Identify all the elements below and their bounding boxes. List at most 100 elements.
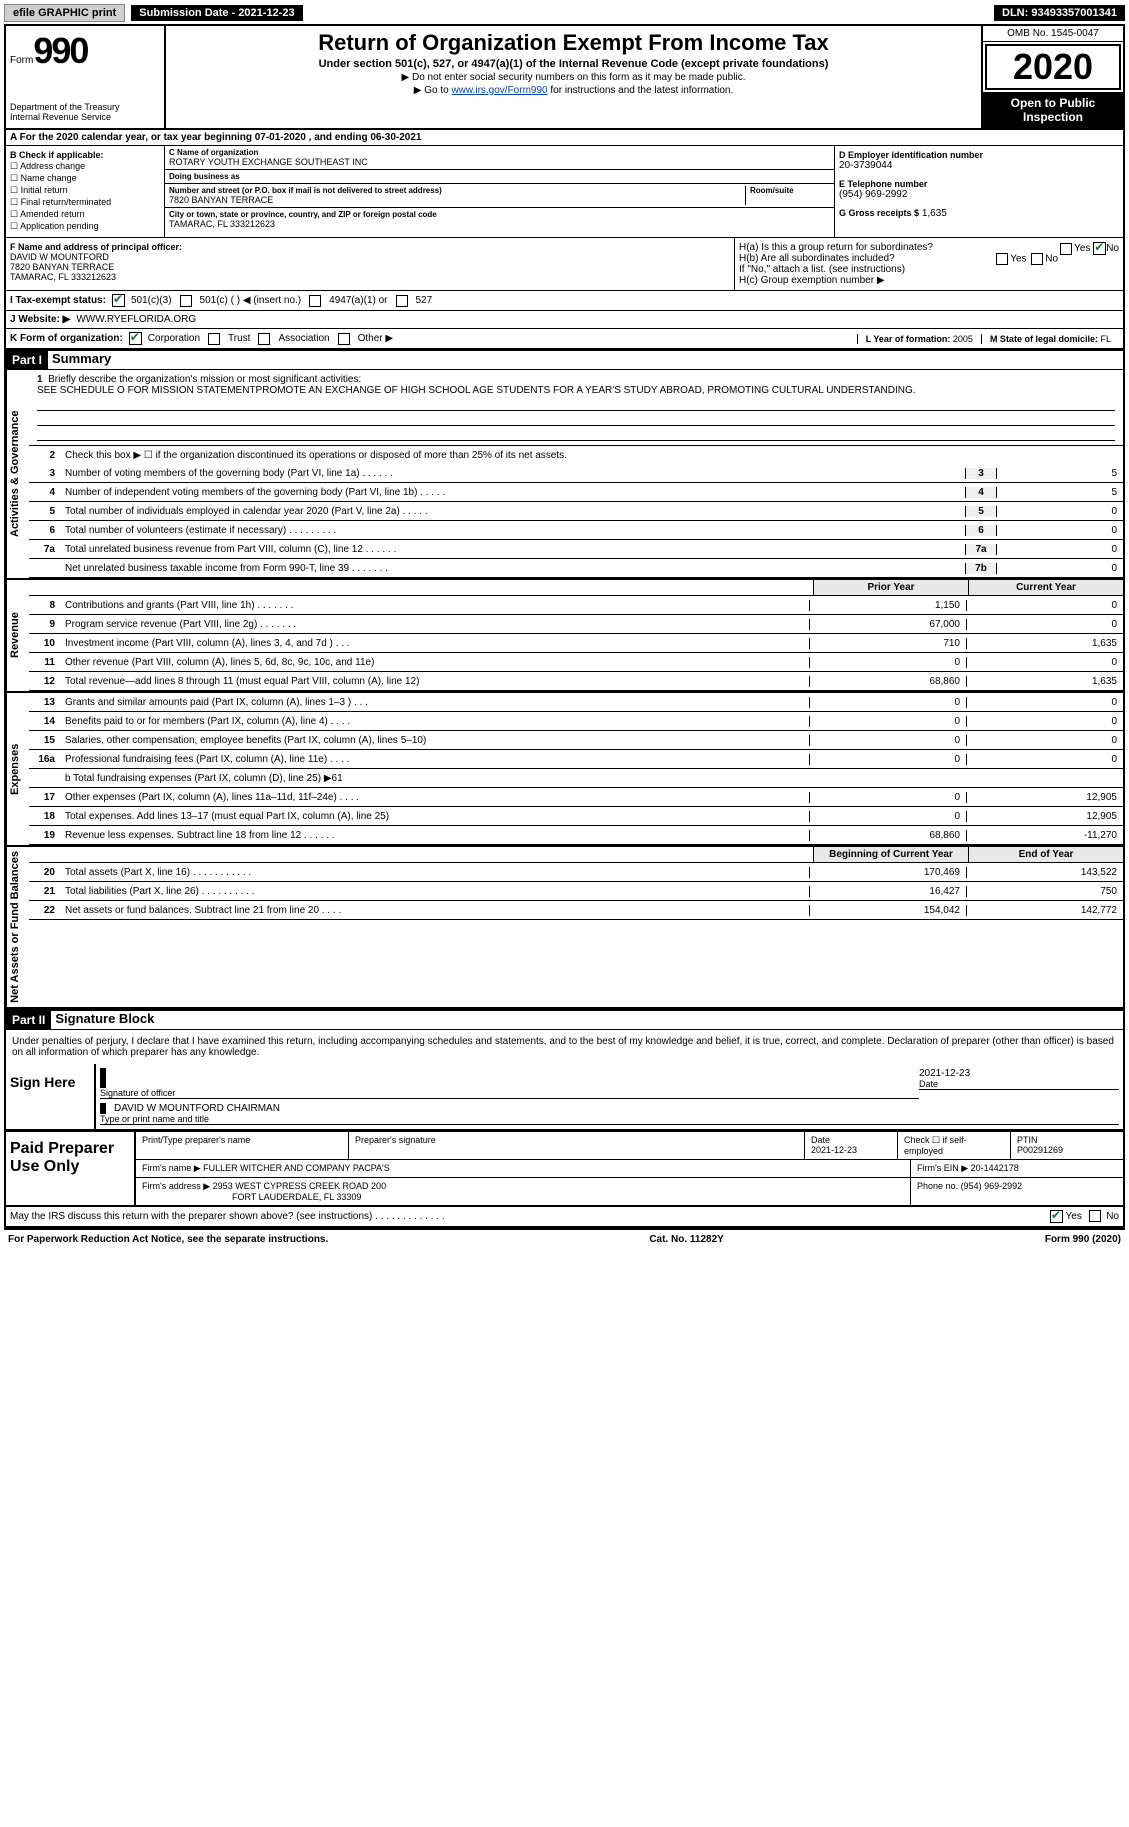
preparer-date: 2021-12-23 [811,1145,857,1155]
chk-amended[interactable]: ☐ Amended return [10,209,160,220]
hb-note: If "No," attach a list. (see instruction… [739,264,1119,275]
line2-text: Check this box ▶ ☐ if the organization d… [61,448,1123,463]
part1-header: Part I Summary [6,349,1123,370]
firm-addr-label: Firm's address ▶ [142,1181,210,1191]
mission-label: Briefly describe the organization's miss… [48,374,361,385]
sign-here-block: Sign Here Signature of officer 2021-12-2… [6,1064,1123,1130]
discuss-yes-box[interactable] [1050,1210,1063,1223]
ptin-label: PTIN [1017,1135,1038,1145]
efile-print-button[interactable]: efile GRAPHIC print [4,4,125,22]
sig-officer-label: Signature of officer [100,1088,175,1098]
omb-year-block: OMB No. 1545-0047 2020 Open to Public In… [981,26,1123,128]
prior-year-header: Prior Year [813,580,968,595]
entity-info-block: B Check if applicable: ☐ Address change … [6,146,1123,238]
table-row: 15Salaries, other compensation, employee… [29,731,1123,750]
org-name-label: C Name of organization [169,148,830,157]
chk-assoc[interactable] [258,333,270,345]
sig-date: 2021-12-23 [919,1068,1119,1079]
ha-no-box[interactable] [1093,242,1106,255]
line-16b: b Total fundraising expenses (Part IX, c… [29,769,1123,788]
chk-final-return[interactable]: ☐ Final return/terminated [10,197,160,208]
firm-name: FULLER WITCHER AND COMPANY PACPA'S [203,1163,390,1173]
chk-app-pending[interactable]: ☐ Application pending [10,221,160,232]
officer-addr2: TAMARAC, FL 333212623 [10,272,730,282]
form-title: Return of Organization Exempt From Incom… [174,30,973,56]
domicile-label: M State of legal domicile: [990,334,1098,344]
form-title-block: Return of Organization Exempt From Incom… [166,26,981,128]
box-c: C Name of organization ROTARY YOUTH EXCH… [165,146,834,237]
chk-527[interactable] [396,295,408,307]
current-year-header: Current Year [968,580,1123,595]
side-expenses: Expenses [6,693,29,845]
table-row: 6Total number of volunteers (estimate if… [29,521,1123,540]
gross-value: 1,635 [922,208,947,219]
box-h: H(a) Is this a group return for subordin… [735,238,1123,290]
box-k: K Form of organization: Corporation Trus… [6,329,1123,349]
table-row: 14Benefits paid to or for members (Part … [29,712,1123,731]
chk-4947[interactable] [309,295,321,307]
side-governance: Activities & Governance [6,370,29,578]
org-name: ROTARY YOUTH EXCHANGE SOUTHEAST INC [169,157,830,167]
officer-printed-name: DAVID W MOUNTFORD CHAIRMAN [114,1103,1119,1114]
side-revenue: Revenue [6,580,29,691]
net-header: Beginning of Current Year End of Year [29,847,1123,863]
part1-tag: Part I [6,351,48,369]
chk-address-change[interactable]: ☐ Address change [10,161,160,172]
chk-initial-return[interactable]: ☐ Initial return [10,185,160,196]
table-row: 9Program service revenue (Part VIII, lin… [29,615,1123,634]
period-text: For the 2020 calendar year, or tax year … [20,132,422,143]
hc-label: H(c) Group exemption number ▶ [739,275,1119,286]
chk-other[interactable] [338,333,350,345]
year-formation-label: L Year of formation: [866,334,951,344]
submission-date: Submission Date - 2021-12-23 [131,5,302,21]
website-value: WWW.RYEFLORIDA.ORG [76,314,196,325]
chk-corp[interactable] [129,332,142,345]
irs-link[interactable]: www.irs.gov/Form990 [451,85,547,96]
self-employed-check[interactable]: Check ☐ if self-employed [898,1132,1011,1159]
tax-year: 2020 [985,44,1121,90]
net-assets-section: Net Assets or Fund Balances Beginning of… [6,847,1123,1009]
table-row: 8Contributions and grants (Part VIII, li… [29,596,1123,615]
table-row: 17Other expenses (Part IX, column (A), l… [29,788,1123,807]
declaration-text: Under penalties of perjury, I declare th… [6,1030,1123,1064]
goto-prefix: ▶ Go to [414,85,452,96]
paid-preparer-block: Paid Preparer Use Only Print/Type prepar… [6,1130,1123,1207]
ein-value: 20-3739044 [839,160,1119,171]
preparer-name-label: Print/Type preparer's name [142,1135,250,1145]
table-row: 5Total number of individuals employed in… [29,502,1123,521]
domicile: FL [1100,334,1111,344]
ha-yes-box[interactable] [1060,243,1072,255]
form-number-block: Form990 Department of the Treasury Inter… [6,26,166,128]
cat-number: Cat. No. 11282Y [649,1234,723,1245]
part2-header: Part II Signature Block [6,1009,1123,1030]
chk-501c[interactable] [180,295,192,307]
discuss-no-box[interactable] [1089,1210,1101,1222]
box-d-e-g: D Employer identification number 20-3739… [834,146,1123,237]
part1-title: Summary [52,351,111,369]
omb-number: OMB No. 1545-0047 [983,26,1123,42]
ptin-value: P00291269 [1017,1145,1063,1155]
ha-label: H(a) Is this a group return for subordin… [739,242,933,253]
form-header: Form990 Department of the Treasury Inter… [6,26,1123,130]
side-net-assets: Net Assets or Fund Balances [6,847,29,1007]
form-990-page: Form990 Department of the Treasury Inter… [4,24,1125,1230]
part2-title: Signature Block [55,1011,154,1029]
chk-trust[interactable] [208,333,220,345]
chk-name-change[interactable]: ☐ Name change [10,173,160,184]
firm-name-label: Firm's name ▶ [142,1163,201,1173]
preparer-sig-label: Preparer's signature [355,1135,436,1145]
form-number: 990 [33,30,87,71]
hb-no-box[interactable] [1031,253,1043,265]
table-row: 10Investment income (Part VIII, column (… [29,634,1123,653]
paperwork-notice: For Paperwork Reduction Act Notice, see … [8,1234,328,1245]
ein-label: D Employer identification number [839,150,1119,160]
line16b-text: b Total fundraising expenses (Part IX, c… [61,771,809,786]
form-ref: Form 990 (2020) [1045,1234,1121,1245]
mission-block: 1 Briefly describe the organization's mi… [29,370,1123,446]
hb-yes-box[interactable] [996,253,1008,265]
addr-label: Number and street (or P.O. box if mail i… [169,186,745,195]
chk-501c3[interactable] [112,294,125,307]
expenses-section: Expenses 13Grants and similar amounts pa… [6,693,1123,847]
discuss-text: May the IRS discuss this return with the… [10,1211,445,1222]
end-year-header: End of Year [968,847,1123,862]
